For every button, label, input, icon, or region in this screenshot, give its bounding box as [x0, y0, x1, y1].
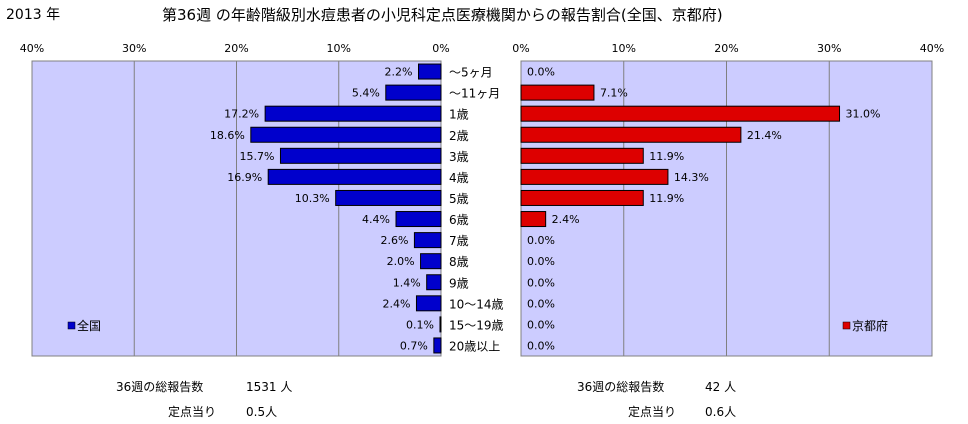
category-label: 1歳	[449, 108, 469, 122]
kyoto-data-label: 0.0%	[527, 318, 555, 331]
category-label: 7歳	[449, 234, 469, 248]
kyoto-data-label: 31.0%	[846, 108, 881, 121]
kyoto-data-label: 11.9%	[649, 192, 684, 205]
national-bar	[415, 295, 442, 312]
left-tick-label: 10%	[327, 42, 351, 55]
national-data-label: 18.6%	[210, 129, 245, 142]
kyoto-data-label: 7.1%	[600, 87, 628, 100]
category-label: 3歳	[449, 150, 469, 164]
kyoto-data-label: 0.0%	[527, 276, 555, 289]
right-tick-label: 0%	[512, 42, 529, 55]
national-per-value: 0.5人	[246, 405, 278, 419]
category-label: 15～19歳	[449, 318, 504, 332]
kyoto-data-label: 0.0%	[527, 234, 555, 247]
kyoto-bar	[520, 147, 644, 164]
category-label: 6歳	[449, 213, 469, 227]
kyoto-legend-swatch	[842, 321, 851, 330]
national-data-label: 2.6%	[380, 234, 408, 247]
right-tick-label: 10%	[612, 42, 636, 55]
left-tick-label: 20%	[224, 42, 248, 55]
national-data-label: 5.4%	[352, 87, 380, 100]
kyoto-total-value: 42 人	[705, 380, 737, 394]
national-per-label: 定点当り	[168, 405, 217, 419]
left-tick-label: 0%	[432, 42, 449, 55]
national-data-label: 2.2%	[385, 66, 413, 79]
category-label: 8歳	[449, 255, 469, 269]
kyoto-legend-label: 京都府	[852, 318, 888, 333]
kyoto-data-label: 0.0%	[527, 66, 555, 79]
right-tick-label: 30%	[817, 42, 841, 55]
right-tick-label: 40%	[920, 42, 944, 55]
national-data-label: 16.9%	[227, 171, 262, 184]
national-legend-label: 全国	[77, 318, 101, 333]
category-label: 4歳	[449, 171, 469, 185]
national-data-label: 17.2%	[224, 108, 259, 121]
kyoto-data-label: 14.3%	[674, 171, 709, 184]
national-bar	[385, 84, 442, 101]
national-bar	[395, 211, 442, 228]
chart-title: 第36週 の年齢階級別水痘患者の小児科定点医療機関からの報告割合(全国、京都府)	[162, 6, 723, 24]
category-label: 2歳	[449, 129, 469, 143]
left-tick-label: 40%	[20, 42, 44, 55]
national-bar	[250, 126, 442, 143]
national-bar	[439, 316, 442, 333]
category-label: 9歳	[449, 276, 469, 290]
national-bar	[418, 63, 442, 80]
kyoto-data-label: 0.0%	[527, 339, 555, 352]
national-data-label: 2.0%	[387, 255, 415, 268]
kyoto-per-label: 定点当り	[628, 405, 677, 419]
right-tick-label: 20%	[714, 42, 738, 55]
year-label: 2013 年	[6, 7, 61, 23]
national-bar	[267, 168, 442, 185]
national-bar	[264, 105, 442, 122]
left-tick-label: 30%	[122, 42, 146, 55]
category-label: 10～14歳	[449, 297, 504, 311]
category-label: ～11ヶ月	[449, 87, 500, 101]
kyoto-bar	[520, 84, 595, 101]
national-data-label: 1.4%	[393, 276, 421, 289]
kyoto-data-label: 0.0%	[527, 255, 555, 268]
category-label: 20歳以上	[449, 339, 500, 353]
national-total-value: 1531 人	[246, 380, 293, 394]
national-bar	[279, 147, 442, 164]
kyoto-per-value: 0.6人	[705, 405, 737, 419]
kyoto-data-label: 11.9%	[649, 150, 684, 163]
category-label: ～5ヶ月	[449, 66, 493, 80]
kyoto-bar	[520, 211, 547, 228]
kyoto-total-label: 36週の総報告数	[577, 380, 665, 394]
kyoto-data-label: 21.4%	[747, 129, 782, 142]
national-bar	[335, 189, 442, 206]
national-data-label: 2.4%	[383, 297, 411, 310]
kyoto-bar	[520, 189, 644, 206]
national-bar	[413, 232, 442, 249]
national-total-label: 36週の総報告数	[116, 380, 204, 394]
national-data-label: 0.1%	[406, 318, 434, 331]
national-data-label: 0.7%	[400, 339, 428, 352]
kyoto-bar	[520, 126, 742, 143]
kyoto-data-label: 2.4%	[552, 213, 580, 226]
kyoto-bar	[520, 168, 669, 185]
national-legend-swatch	[67, 321, 76, 330]
national-data-label: 15.7%	[240, 150, 275, 163]
category-label: 5歳	[449, 192, 469, 206]
national-data-label: 4.4%	[362, 213, 390, 226]
national-bar	[420, 253, 442, 270]
national-bar	[433, 337, 442, 354]
national-bar	[426, 274, 442, 291]
national-data-label: 10.3%	[295, 192, 330, 205]
kyoto-data-label: 0.0%	[527, 297, 555, 310]
kyoto-bar	[520, 105, 841, 122]
